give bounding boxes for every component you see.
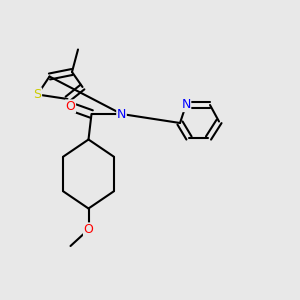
Text: O: O — [84, 223, 93, 236]
Text: N: N — [117, 107, 126, 121]
Text: O: O — [66, 100, 75, 113]
Text: N: N — [181, 98, 191, 112]
Text: S: S — [34, 88, 41, 101]
